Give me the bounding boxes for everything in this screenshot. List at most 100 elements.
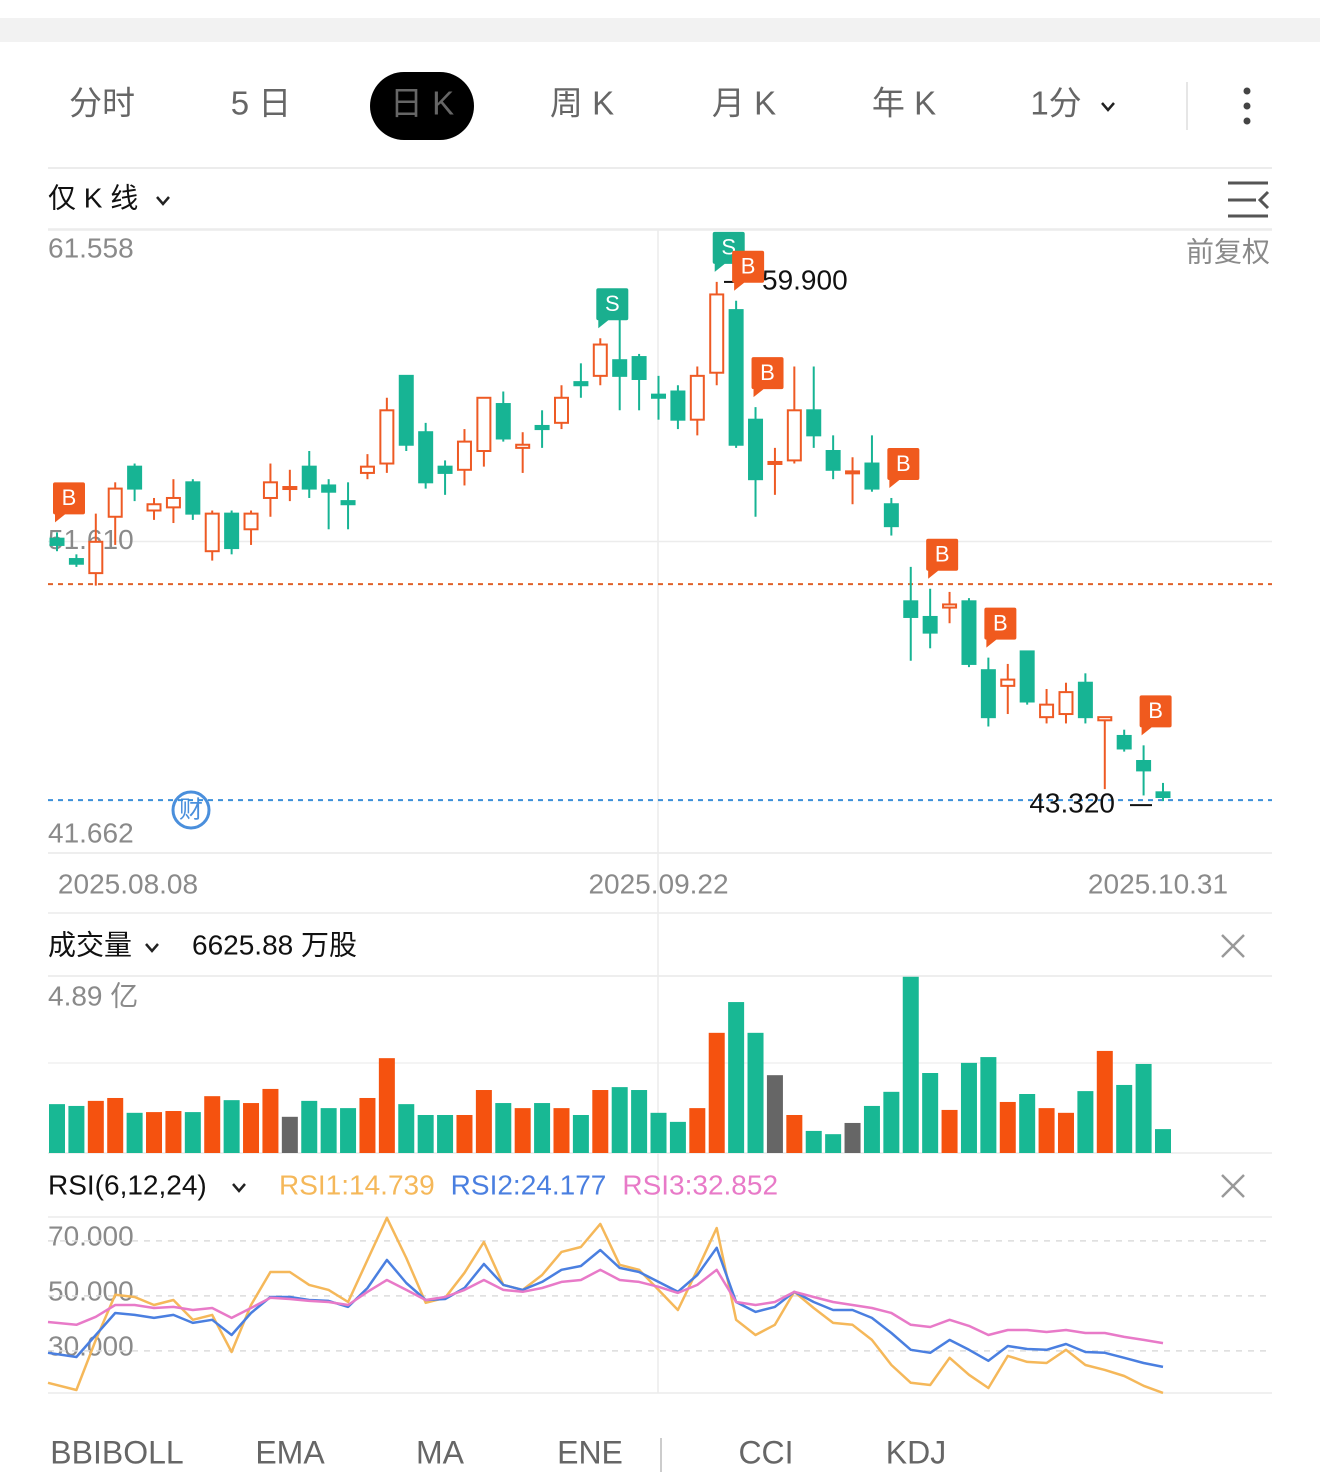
menu-dot [1243, 102, 1251, 110]
tab-label: 周 K [550, 85, 614, 122]
candle-body [786, 409, 802, 462]
volume-bar [301, 1100, 318, 1153]
volume-bar [863, 1105, 880, 1153]
candle-body [767, 460, 783, 465]
candle-body [243, 512, 259, 531]
legend-entry: RSI3:32.852 [622, 1169, 778, 1200]
trade-marker[interactable]: B [732, 250, 765, 291]
marker-label: B [993, 610, 1008, 635]
candle-body [612, 359, 628, 377]
volume-bar [107, 1097, 124, 1153]
candle-body [495, 403, 511, 440]
candle-header[interactable]: 仅 K 线 [48, 182, 138, 213]
min-label: 43.320 [1029, 787, 1115, 818]
marker-bubble [1139, 695, 1172, 736]
candle-body [127, 465, 143, 490]
settings-icon[interactable] [1228, 181, 1270, 218]
volume-bar [340, 1108, 357, 1153]
volume-bar [165, 1111, 182, 1153]
marker-bubble [984, 607, 1017, 648]
volume-bar [728, 1002, 745, 1153]
indicator-tab[interactable]: BBIBOLL [50, 1434, 183, 1470]
volume-bar [611, 1087, 628, 1153]
volume-bar [592, 1090, 609, 1153]
volume-bar [669, 1121, 686, 1153]
candle-body [806, 409, 822, 437]
volume-bar [243, 1103, 260, 1153]
trade-marker[interactable]: B [926, 538, 959, 579]
trade-marker[interactable]: B [1139, 695, 1172, 736]
trade-marker[interactable]: B [887, 447, 920, 488]
candle-body [301, 465, 317, 490]
candle-body [573, 381, 589, 387]
volume-bar [844, 1122, 861, 1153]
chevron [145, 943, 159, 953]
tab[interactable]: 1分 [1030, 85, 1081, 122]
tab[interactable]: 分时 [69, 85, 135, 122]
marker-bubble [732, 250, 765, 291]
candle-body [670, 390, 686, 421]
volume-bar [417, 1114, 434, 1153]
marker-label: B [62, 485, 77, 510]
volume-bar [766, 1075, 783, 1153]
marker-bubble [53, 482, 85, 523]
tab[interactable]: 月 K [712, 85, 776, 122]
indicator-tab[interactable]: ENE [557, 1434, 623, 1470]
rsi-line [47, 1268, 1164, 1345]
close-rsi[interactable] [1221, 1174, 1245, 1198]
candle-body [845, 470, 861, 475]
volume-bar [650, 1112, 667, 1153]
volume-bar [1019, 1094, 1036, 1153]
candle-body [204, 512, 220, 553]
candle-body [534, 424, 550, 431]
volume-bar [49, 1104, 65, 1153]
chevron [1101, 102, 1115, 112]
rsi-header[interactable]: RSI(6,12,24) [48, 1169, 207, 1200]
volume-bar [1096, 1050, 1113, 1153]
indicator-tab[interactable]: CCI [738, 1434, 793, 1470]
panel-subtitle: 6625.88 万股 [192, 929, 357, 960]
volume-bar [262, 1088, 279, 1153]
volume-bar [689, 1108, 706, 1153]
tab[interactable]: 年 K [872, 85, 936, 122]
tab[interactable]: 日 K [370, 72, 474, 140]
indicator-tab[interactable]: EMA [255, 1434, 325, 1470]
rsi-line [47, 1216, 1164, 1395]
volume-bar [475, 1090, 492, 1153]
candle-body [1039, 703, 1055, 719]
panel-title: RSI(6,12,24) [48, 1169, 207, 1200]
max-label: 59.900 [762, 264, 848, 295]
close-volume[interactable] [1221, 934, 1245, 958]
volume-header[interactable]: 成交量 [48, 929, 132, 960]
icon-arrow [1257, 190, 1270, 210]
marker-label: B [1148, 698, 1163, 723]
volume-bar [184, 1112, 201, 1153]
tab[interactable]: 5 日 [231, 85, 292, 122]
volume-bar [514, 1108, 531, 1153]
candle-body [1097, 716, 1113, 722]
trade-marker[interactable]: S [596, 288, 629, 329]
y-tick-label: 61.558 [48, 232, 134, 263]
candle-body [476, 396, 492, 453]
indicator-tab[interactable]: MA [416, 1434, 465, 1470]
candle-body [1000, 678, 1016, 687]
candle-body [165, 496, 181, 509]
menu-dot [1243, 117, 1251, 125]
x-tick-label: 2025.09.22 [588, 868, 728, 899]
candle-body [631, 356, 647, 380]
trade-marker[interactable]: B [53, 482, 85, 523]
volume-bar [786, 1114, 803, 1153]
volume-bar [68, 1105, 85, 1153]
trade-marker[interactable]: B [984, 607, 1017, 648]
marker-bubble [596, 288, 629, 329]
trade-marker[interactable]: B [751, 357, 784, 398]
rsi-line [47, 1246, 1164, 1369]
cai-icon[interactable]: 财 [171, 790, 211, 830]
candle-body [437, 465, 453, 474]
volume-bar [534, 1103, 551, 1153]
candle-body [340, 500, 356, 506]
tab[interactable]: 周 K [550, 85, 614, 122]
legend-entry: RSI1:14.739 [279, 1169, 435, 1200]
more-menu[interactable] [1243, 87, 1251, 125]
indicator-tab[interactable]: KDJ [886, 1434, 946, 1470]
